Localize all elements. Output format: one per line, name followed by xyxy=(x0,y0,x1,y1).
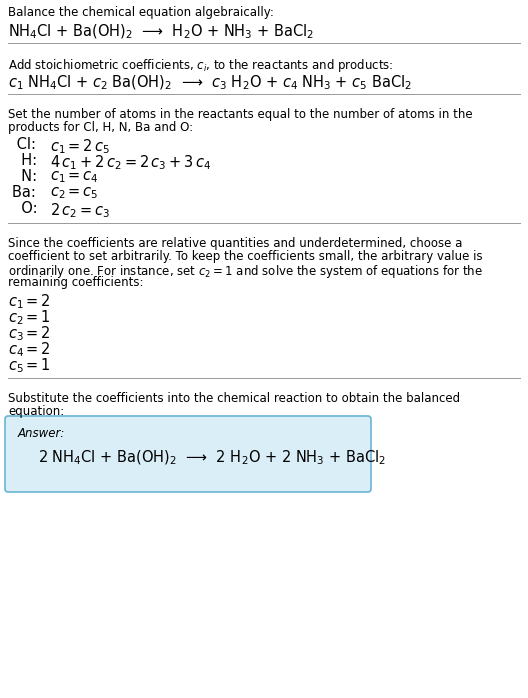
Text: $4\,c_1 + 2\,c_2 = 2\,c_3 + 3\,c_4$: $4\,c_1 + 2\,c_2 = 2\,c_3 + 3\,c_4$ xyxy=(50,153,212,172)
Text: Cl:: Cl: xyxy=(12,137,41,152)
Text: $c_5 = 1$: $c_5 = 1$ xyxy=(8,356,51,375)
Text: N:: N: xyxy=(12,169,42,184)
Text: equation:: equation: xyxy=(8,405,64,418)
Text: O:: O: xyxy=(12,201,42,216)
Text: products for Cl, H, N, Ba and O:: products for Cl, H, N, Ba and O: xyxy=(8,121,193,134)
Text: $c_1$ NH$_4$Cl + $c_2$ Ba(OH)$_2$  ⟶  $c_3$ H$_2$O + $c_4$ NH$_3$ + $c_5$ BaCl$_: $c_1$ NH$_4$Cl + $c_2$ Ba(OH)$_2$ ⟶ $c_3… xyxy=(8,74,412,92)
Text: $c_2 = 1$: $c_2 = 1$ xyxy=(8,308,51,327)
Text: $c_1 = 2\,c_5$: $c_1 = 2\,c_5$ xyxy=(50,137,110,156)
Text: $c_1 = c_4$: $c_1 = c_4$ xyxy=(50,169,99,185)
Text: $c_4 = 2$: $c_4 = 2$ xyxy=(8,340,51,359)
Text: Balance the chemical equation algebraically:: Balance the chemical equation algebraica… xyxy=(8,6,274,19)
Text: $c_1 = 2$: $c_1 = 2$ xyxy=(8,292,51,311)
Text: Set the number of atoms in the reactants equal to the number of atoms in the: Set the number of atoms in the reactants… xyxy=(8,108,473,121)
Text: Ba:: Ba: xyxy=(12,185,41,200)
Text: Add stoichiometric coefficients, $c_i$, to the reactants and products:: Add stoichiometric coefficients, $c_i$, … xyxy=(8,57,393,74)
Text: 2 NH$_4$Cl + Ba(OH)$_2$  ⟶  2 H$_2$O + 2 NH$_3$ + BaCl$_2$: 2 NH$_4$Cl + Ba(OH)$_2$ ⟶ 2 H$_2$O + 2 N… xyxy=(38,449,386,468)
Text: $c_3 = 2$: $c_3 = 2$ xyxy=(8,324,51,343)
Text: remaining coefficients:: remaining coefficients: xyxy=(8,276,144,289)
Text: coefficient to set arbitrarily. To keep the coefficients small, the arbitrary va: coefficient to set arbitrarily. To keep … xyxy=(8,250,483,263)
Text: Substitute the coefficients into the chemical reaction to obtain the balanced: Substitute the coefficients into the che… xyxy=(8,392,460,405)
Text: ordinarily one. For instance, set $c_2 = 1$ and solve the system of equations fo: ordinarily one. For instance, set $c_2 =… xyxy=(8,263,483,280)
Text: NH$_4$Cl + Ba(OH)$_2$  ⟶  H$_2$O + NH$_3$ + BaCl$_2$: NH$_4$Cl + Ba(OH)$_2$ ⟶ H$_2$O + NH$_3$ … xyxy=(8,23,314,41)
Text: $2\,c_2 = c_3$: $2\,c_2 = c_3$ xyxy=(50,201,110,220)
Text: $c_2 = c_5$: $c_2 = c_5$ xyxy=(50,185,99,201)
FancyBboxPatch shape xyxy=(5,416,371,492)
Text: Answer:: Answer: xyxy=(18,427,65,440)
Text: Since the coefficients are relative quantities and underdetermined, choose a: Since the coefficients are relative quan… xyxy=(8,237,463,250)
Text: H:: H: xyxy=(12,153,42,168)
